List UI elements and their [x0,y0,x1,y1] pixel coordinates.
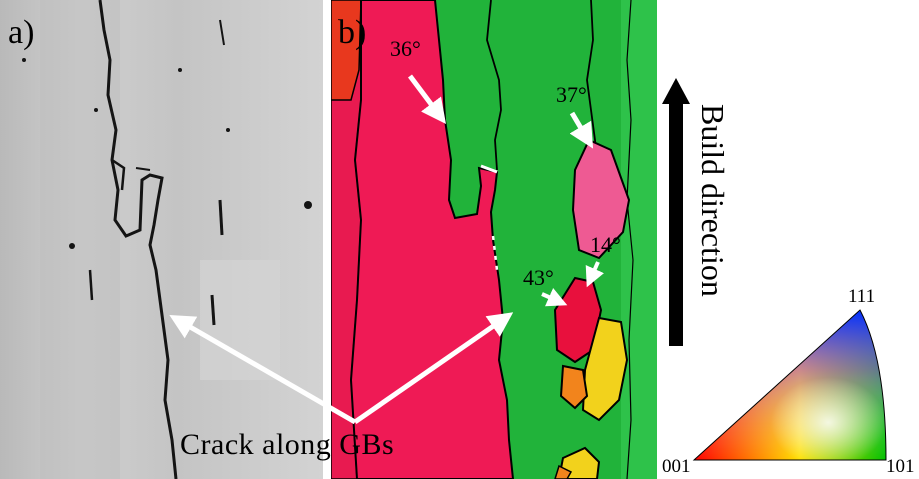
sem-image [0,0,323,479]
red-grain-large [349,0,515,479]
ipf-label-101: 101 [886,456,915,477]
pink-grain [571,138,631,260]
build-direction-label: Build direction [695,104,731,297]
ipf-label-111: 111 [848,286,876,307]
sem-micrograph-panel [0,0,323,479]
angle-label-1: 36° [390,36,421,61]
main-crack [98,0,178,479]
ipf-label-001: 001 [662,456,691,477]
crack-label: Crack along GBs [180,428,395,461]
angle-arrow-1 [408,74,446,124]
angle-arrow-4 [541,287,568,307]
angle-arrow-2 [569,111,594,149]
angle-label-4: 43° [523,265,554,290]
angle-label-2: 37° [556,82,587,107]
orange-grain [559,364,589,410]
panel-b-label: b) [338,14,367,51]
ipf-color-triangle [692,309,887,461]
panel-a-label: a) [8,14,35,51]
pore [218,199,224,236]
angle-arrow-3 [585,261,605,288]
crack-arrow-left [169,315,357,425]
angle-label-3: 14° [590,232,621,257]
crack-arrow-right [353,312,514,425]
